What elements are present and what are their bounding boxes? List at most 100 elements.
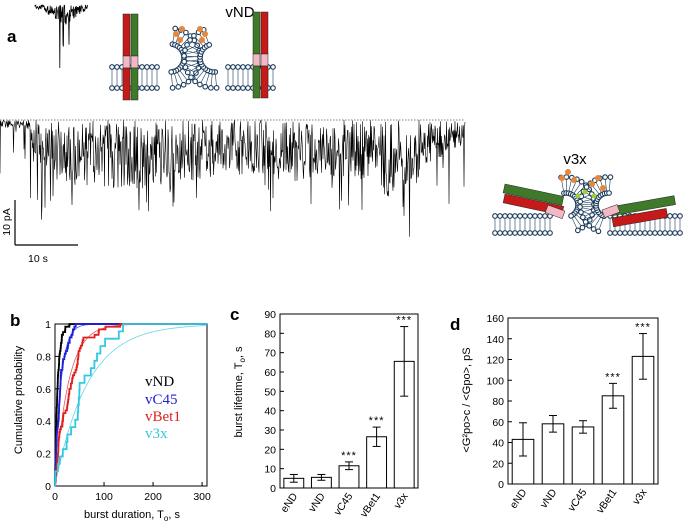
scale-bar <box>14 200 78 246</box>
v3x-left-head-top <box>507 213 513 219</box>
scale-time-label: 10 s <box>28 253 48 265</box>
chart-d-xtick-label-end: eND <box>508 487 530 511</box>
chart-c-ytick-label: 50 <box>264 386 276 398</box>
chart-c-significance-vc45: *** <box>341 450 357 462</box>
vnd-right-head-bottom <box>225 85 231 91</box>
construct-label-vnd: vND <box>225 4 254 21</box>
snare-linker <box>544 204 566 219</box>
cargo-dot <box>173 31 179 37</box>
snare-helix-red <box>611 208 669 228</box>
chart-b-ytick-label: 0.8 <box>36 351 51 363</box>
vnd-right-head-top <box>230 64 236 70</box>
cargo-dot <box>202 31 208 37</box>
v3x-right-head-bottom <box>607 230 613 236</box>
v3x-left-arc-head-outer <box>579 224 586 231</box>
chart-b-xtick-label: 300 <box>193 491 211 503</box>
v3x-left-head-top <box>537 213 543 219</box>
cargo-dot <box>589 181 595 187</box>
v3x-left-head-bottom <box>532 230 538 236</box>
snare-helix-upper <box>122 13 131 57</box>
cargo-dot <box>177 37 183 43</box>
vnd-right-head-top <box>270 64 276 70</box>
chart-d-xtick-label-v3x: v3x <box>630 486 650 507</box>
snare-linker <box>130 55 139 69</box>
v3x-right-arc-head-outer <box>582 219 589 225</box>
conductance-bar-chart: 0 20 40 60 80 100 120 140 160 eND vND vC45 *** vBet1 *… <box>486 313 659 516</box>
v3x-right-head-bottom <box>617 230 623 236</box>
chart-d-ytick-label: 40 <box>492 438 504 450</box>
chart-c-significance-vbet1: *** <box>369 415 385 427</box>
v3x-right-head-bottom <box>672 230 678 236</box>
chart-c-ytick-label: 90 <box>264 309 276 321</box>
snare-helix-lower <box>130 67 139 101</box>
vnd-right-arc-head-outer <box>181 58 188 65</box>
v3x-left-head-bottom <box>502 230 508 236</box>
v3x-left-head-top <box>522 213 528 219</box>
vnd-right-arc-head-outer <box>181 53 187 59</box>
vnd-right-arc-head-inner <box>206 41 213 48</box>
chart-d-xtick-label-vc45: vC45 <box>566 487 590 514</box>
cdf-series-v3x <box>54 323 207 487</box>
chart-b-ytick-label: 0.4 <box>36 416 51 428</box>
chart-c-ytick-label: 80 <box>264 328 276 340</box>
vnd-membrane-illustration <box>109 11 276 101</box>
vnd-right-head-bottom <box>230 85 236 91</box>
v3x-right-head-top <box>667 213 673 219</box>
cargo-dot <box>199 37 205 43</box>
v3x-membrane-illustration <box>492 169 683 236</box>
vnd-right-head-top <box>240 64 246 70</box>
chart-c-ytick-label: 60 <box>264 367 276 379</box>
v3x-right-head-bottom <box>677 230 683 236</box>
vnd-left-arc-head-outer <box>183 29 189 36</box>
snare-linker <box>252 53 261 67</box>
cargo-dot <box>571 177 577 183</box>
v3x-right-head-bottom <box>652 230 658 236</box>
vnd-right-arc-head-outer <box>187 37 193 43</box>
chart-b-ylabel: Cumulative probability <box>13 345 25 454</box>
vnd-right-arc-head-outer <box>184 41 190 48</box>
vnd-left-arc-head-outer <box>172 25 179 32</box>
chart-c-significance-v3x: *** <box>396 315 412 327</box>
v3x-left-head-bottom <box>537 230 543 236</box>
vnd-right-head-bottom <box>270 85 276 91</box>
v3x-left-head-bottom <box>547 230 553 236</box>
vnd-left-head-top <box>139 64 145 70</box>
vnd-left-arc-head-outer <box>175 83 182 90</box>
v3x-right-arc-head-outer <box>586 222 593 229</box>
vnd-left-arc-head-outer <box>169 85 176 91</box>
vnd-right-arc-head-outer <box>192 78 198 85</box>
chart-d-ytick-label: 80 <box>492 396 504 408</box>
v3x-left-head-top <box>497 213 503 219</box>
chart-b-ytick-label: 0 <box>45 481 51 493</box>
chart-d-bar-vnd <box>541 423 565 485</box>
v3x-left-head-top <box>527 213 533 219</box>
v3x-right-head-bottom <box>642 230 648 236</box>
chart-d-ytick-label: 120 <box>486 355 504 367</box>
v3x-right-head-bottom <box>627 230 633 236</box>
chart-d-bar-vbet1 <box>601 395 625 485</box>
chart-d-bar-vc45 <box>571 426 595 485</box>
chart-d-xtick-label-vbet1: vBet1 <box>594 487 619 516</box>
vnd-right-head-bottom <box>240 85 246 91</box>
cargo-dot-green <box>575 193 581 199</box>
vnd-left-head-bottom <box>139 85 145 91</box>
vnd-left-head-bottom <box>114 85 120 91</box>
vnd-right-arc-head-outer <box>191 32 197 39</box>
v3x-right-head-bottom <box>657 230 663 236</box>
snare-helix-upper <box>260 11 269 55</box>
chart-c-ytick-label: 30 <box>264 425 276 437</box>
vnd-right-arc-head-outer <box>188 74 194 81</box>
vnd-left-head-bottom <box>154 85 160 91</box>
v3x-right-arc-head-outer <box>577 198 584 205</box>
chart-d-ytick-label: 160 <box>486 313 504 325</box>
v3x-left-head-top <box>517 213 523 219</box>
vnd-left-head-top <box>144 64 150 70</box>
v3x-right-arc-head-outer <box>578 209 584 216</box>
vnd-right-head-bottom <box>245 85 251 91</box>
chart-d-ytick-label: 0 <box>498 479 504 491</box>
cargo-dot <box>559 175 565 181</box>
cargo-dot <box>179 26 185 32</box>
snare-helix-lower <box>260 65 269 99</box>
vnd-right-arc-head-outer <box>184 69 191 76</box>
